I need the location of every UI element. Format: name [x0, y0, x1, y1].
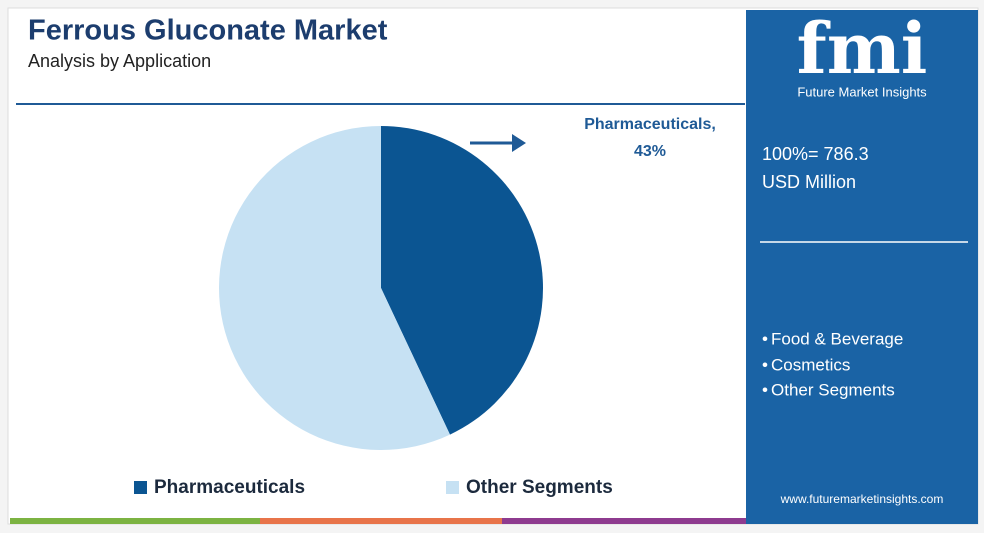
- legend-swatch: [134, 481, 147, 494]
- color-strip: [10, 518, 978, 524]
- total: 100%= 786.3: [762, 144, 869, 164]
- unit: USD Million: [762, 172, 856, 192]
- legend-swatch: [446, 481, 459, 494]
- bullet: •: [762, 355, 768, 374]
- bullet: •: [762, 380, 768, 399]
- segment: Other Segments: [771, 380, 895, 399]
- brand: Future Market Insights: [797, 84, 927, 99]
- pie-slice: [381, 126, 544, 435]
- website: www.futuremarketinsights.com: [780, 492, 944, 506]
- bullet: •: [762, 329, 768, 348]
- chart-title: Ferrous Gluconate Market: [28, 15, 388, 47]
- side-panel: [746, 10, 978, 518]
- legend-label: Other Segments: [466, 477, 613, 498]
- segment: Cosmetics: [771, 355, 850, 374]
- arrow: [470, 134, 526, 152]
- segment: Food & Beverage: [771, 329, 903, 348]
- chart-subtitle: Analysis by Application: [28, 51, 211, 71]
- legend-label: Pharmaceuticals: [154, 477, 305, 498]
- annotation: Pharmaceuticals,: [584, 116, 716, 133]
- logo: fmi: [797, 7, 928, 90]
- data-label: 43%: [634, 143, 666, 160]
- pie-slice: [219, 125, 450, 450]
